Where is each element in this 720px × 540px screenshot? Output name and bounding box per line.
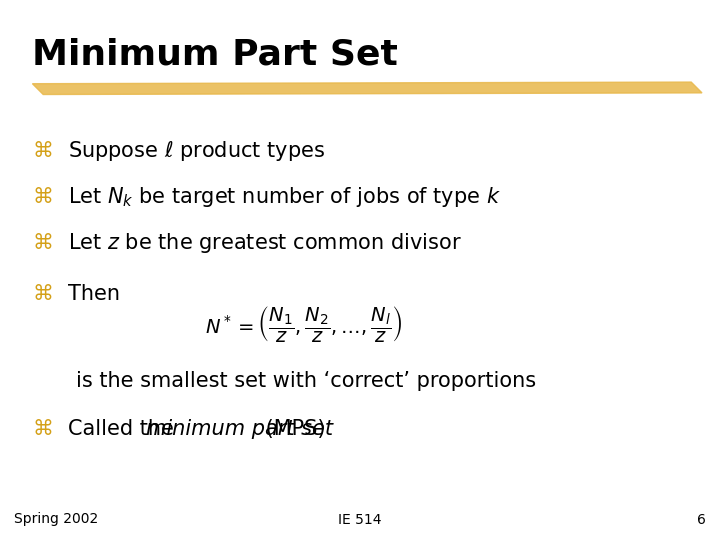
Polygon shape [32, 82, 702, 94]
Text: is the smallest set with ‘correct’ proportions: is the smallest set with ‘correct’ propo… [76, 370, 536, 391]
Text: Then: Then [68, 284, 120, 305]
Text: ⌘: ⌘ [32, 419, 53, 440]
Text: $N^* = \left(\dfrac{N_1}{z},\dfrac{N_2}{z},\ldots,\dfrac{N_l}{z}\right)$: $N^* = \left(\dfrac{N_1}{z},\dfrac{N_2}{… [205, 304, 403, 344]
Text: Called the: Called the [68, 419, 181, 440]
Text: IE 514: IE 514 [338, 512, 382, 526]
Text: minimum part set: minimum part set [146, 419, 333, 440]
Text: ⌘: ⌘ [32, 187, 53, 207]
Text: Let $z$ be the greatest common divisor: Let $z$ be the greatest common divisor [68, 231, 462, 255]
Text: Minimum Part Set: Minimum Part Set [32, 38, 398, 72]
Text: Let $N_k$ be target number of jobs of type $k$: Let $N_k$ be target number of jobs of ty… [68, 185, 501, 209]
Text: Suppose $\ell$ product types: Suppose $\ell$ product types [68, 139, 325, 163]
Text: ⌘: ⌘ [32, 284, 53, 305]
Text: ⌘: ⌘ [32, 233, 53, 253]
Text: 6: 6 [697, 512, 706, 526]
Text: (MPS): (MPS) [259, 419, 325, 440]
Text: ⌘: ⌘ [32, 141, 53, 161]
Text: Spring 2002: Spring 2002 [14, 512, 99, 526]
